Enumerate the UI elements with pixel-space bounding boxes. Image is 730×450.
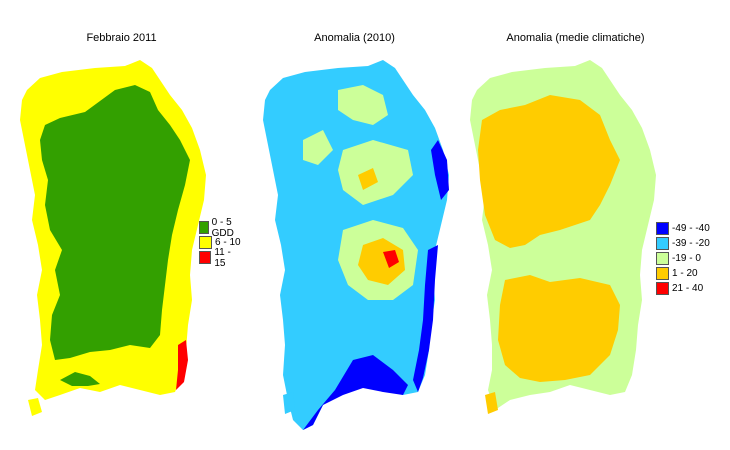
legend-swatch (656, 222, 669, 235)
legend-label: 21 - 40 (672, 283, 704, 294)
legend-swatch (656, 267, 669, 280)
map-title: Anomalia (2010) (314, 32, 395, 44)
legend-item: 21 - 40 (656, 281, 710, 296)
map-panel-anomaly-climate: Anomalia (medie climatiche) -49 - -40 -3… (470, 0, 713, 450)
legend-swatch (199, 236, 212, 249)
legend-label: 6 - 10 (215, 237, 241, 248)
legend-label: 11 - 15 (214, 246, 231, 269)
legend-item: -19 - 0 (656, 251, 710, 266)
legend-item: 0 - 5 GDD (199, 217, 243, 239)
map-panel-anomaly-2010: Anomalia (2010) (243, 0, 486, 450)
sardinia-map-gdd (20, 60, 206, 416)
sardinia-map-anomaly-2010 (263, 60, 449, 430)
map-title: Febbraio 2011 (86, 32, 157, 44)
legend-swatch (656, 252, 669, 265)
legend-label: -19 - 0 (672, 253, 701, 264)
legend-item: 6 - 10 (199, 235, 243, 250)
sardinia-map-anomaly-climate (470, 60, 656, 414)
legend-item: -39 - -20 (656, 236, 710, 251)
legend-label: 1 - 20 (672, 268, 698, 279)
map-title: Anomalia (medie climatiche) (506, 32, 645, 44)
legend-item: -49 - -40 (656, 221, 710, 236)
legend-swatch (656, 282, 669, 295)
legend-gdd: 0 - 5 GDD 6 - 10 11 - 15 (199, 217, 243, 269)
legend-item: 11 - 15 (199, 247, 243, 269)
legend-anomaly: -49 - -40 -39 - -20 -19 - 0 1 - 20 21 - … (656, 221, 710, 296)
legend-label: -39 - -20 (672, 238, 710, 249)
legend-label: -49 - -40 (672, 223, 710, 234)
legend-swatch (199, 251, 212, 264)
legend-swatch (656, 237, 669, 250)
legend-item: 1 - 20 (656, 266, 710, 281)
legend-swatch (199, 221, 209, 234)
map-panel-feb-2011: Febbraio 2011 0 - 5 GDD 6 - 10 11 - 15 (0, 0, 243, 450)
legend-label: 0 - 5 GDD (211, 216, 234, 239)
